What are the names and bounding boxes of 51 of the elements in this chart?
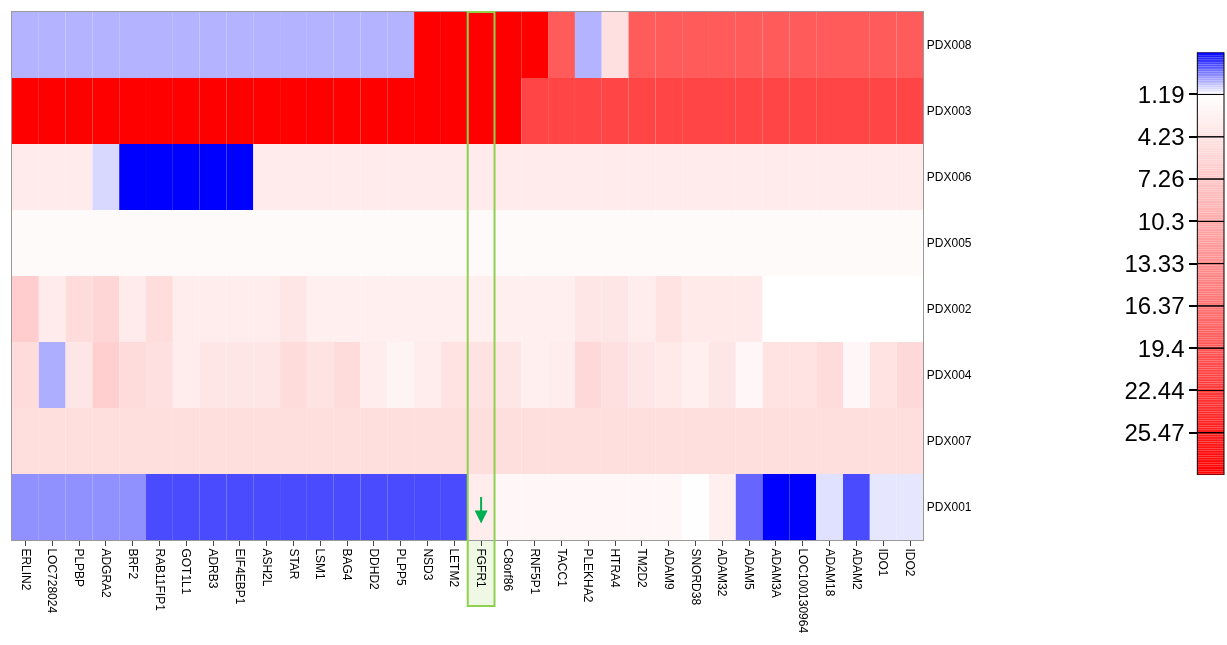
x-tick-label: ADGRA2	[98, 548, 113, 599]
y-tick-label: PDX003	[926, 104, 972, 119]
x-tick-label: RNF5P1	[527, 548, 542, 595]
y-tick-label: PDX004	[926, 368, 972, 383]
color-bar-label: 16.37	[1124, 292, 1185, 320]
color-bar-label: 4.23	[1137, 123, 1185, 151]
x-tick-label: ERLIN2	[18, 548, 33, 591]
x-tick-label: ADAM9	[661, 548, 676, 591]
y-tick-label: PDX008	[926, 38, 972, 53]
color-bar-label: 25.47	[1124, 419, 1185, 447]
x-tick-label: ADAM5	[742, 548, 757, 591]
x-tick-label: BRF2	[125, 548, 140, 580]
x-tick-label: IDO2	[903, 548, 918, 577]
x-tick-label: ADAM32	[715, 548, 730, 597]
x-tick-label: ADAM2	[849, 548, 864, 591]
color-bar-label: 22.44	[1124, 376, 1185, 404]
y-tick-label: PDX007	[926, 434, 972, 449]
x-tick-label: PLEKHA2	[581, 548, 596, 603]
x-tick-label: STAR	[286, 548, 301, 580]
color-bar-label: 19.4	[1137, 334, 1185, 362]
x-tick-label: SNORD38	[688, 548, 703, 606]
color-bar-label: 7.26	[1137, 165, 1185, 193]
x-tick-label: ADRB3	[206, 548, 221, 589]
x-tick-label: TACC1	[554, 548, 569, 588]
x-tick-label: LOC100130964	[795, 548, 810, 634]
x-tick-label: RAB11FIP1	[152, 548, 167, 612]
y-tick-label: PDX002	[926, 302, 972, 317]
y-tick-label: PDX001	[926, 500, 972, 515]
x-tick-label: PLPBP	[72, 548, 87, 588]
x-tick-label: HTRA4	[608, 548, 623, 589]
color-bar-label: 10.3	[1137, 207, 1185, 235]
x-tick-label: IDO1	[876, 548, 891, 577]
y-tick-label: PDX006	[926, 170, 972, 185]
x-tick-label: ADAM18	[822, 548, 837, 597]
x-tick-label: TM2D2	[635, 548, 650, 589]
x-tick-label: PLPP5	[393, 548, 408, 587]
x-tick-label: LETM2	[447, 548, 462, 588]
x-tick-label: LSM1	[313, 548, 328, 581]
x-tick-label: GOT1L1	[179, 548, 194, 595]
x-tick-label: ADAM3A	[769, 548, 784, 598]
x-tick-label: BAG4	[340, 548, 355, 581]
x-tick-label: ASH2L	[259, 548, 274, 587]
x-tick-label: EIF4EBP1	[232, 548, 247, 605]
x-tick-label: FGFR1	[474, 548, 489, 589]
y-tick-label: PDX005	[926, 236, 972, 251]
color-bar-label: 13.33	[1124, 249, 1185, 277]
x-tick-label: C8orf86	[501, 548, 516, 592]
x-tick-label: NSD3	[420, 548, 435, 581]
x-tick-label: LOC728024	[45, 548, 60, 614]
color-bar-label: 1.19	[1137, 80, 1185, 108]
x-tick-label: DDHD2	[366, 548, 381, 591]
